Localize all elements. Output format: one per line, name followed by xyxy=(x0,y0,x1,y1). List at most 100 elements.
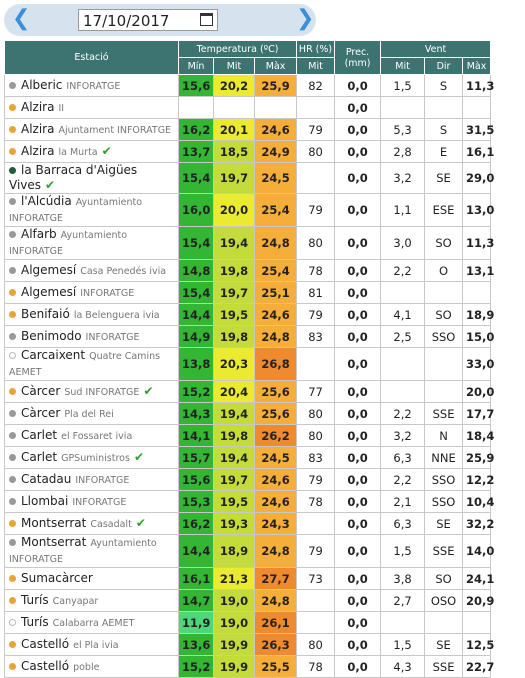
value-cell: 25,9 xyxy=(253,74,298,97)
station-name[interactable]: Alzira xyxy=(21,99,55,114)
station-name[interactable]: Càrcer xyxy=(21,383,61,398)
value-cell: 15,0 xyxy=(462,325,494,348)
value-cell: SSO xyxy=(424,490,464,513)
station-source: Calabarra AEMET xyxy=(52,617,135,629)
station-name[interactable]: Benimodo xyxy=(21,328,82,343)
value-cell: 13,7 xyxy=(178,140,214,163)
value-cell: 0,0 xyxy=(334,490,382,513)
station-row: Turís Canyapar 14,7 19,0 24,8 0,0 2,7 OSO 20,9 xyxy=(4,589,494,612)
station-source: la Murta xyxy=(58,146,98,158)
header: Vent xyxy=(380,40,492,58)
date-input[interactable]: 17/10/2017 xyxy=(78,9,218,31)
value-cell: OSO xyxy=(424,589,464,612)
value-cell: 0,0 xyxy=(334,534,382,568)
value-cell: NNE xyxy=(424,446,464,469)
value-cell: 19,9 xyxy=(213,655,255,678)
value-cell: 18,4 xyxy=(462,424,494,447)
value-cell: 33,0 xyxy=(462,347,494,381)
value-cell: 80 xyxy=(296,226,336,260)
value-cell xyxy=(296,512,336,535)
value-cell xyxy=(296,162,336,194)
value-cell xyxy=(253,96,298,119)
station-name[interactable]: Alzira xyxy=(21,143,55,158)
station-row: Carcaixent Quatre Camins AEMET 13,8 20,3 26,… xyxy=(4,347,494,381)
station-cell: Alberic INFORATGE xyxy=(4,74,179,97)
value-cell: 19,0 xyxy=(213,589,255,612)
station-name[interactable]: Alzira xyxy=(21,121,55,136)
station-name[interactable]: Castelló xyxy=(21,636,70,651)
value-cell: 19,9 xyxy=(213,633,255,656)
value-cell: 0,0 xyxy=(334,74,382,97)
value-cell: 31,5 xyxy=(462,118,494,141)
value-cell: 18,5 xyxy=(213,140,255,163)
value-cell: 20,4 xyxy=(213,380,255,403)
header: HR (%) xyxy=(296,40,336,58)
station-name[interactable]: Carcaixent xyxy=(21,348,86,362)
subheader: Dir xyxy=(424,57,464,75)
station-name[interactable]: Benifaió xyxy=(21,306,70,321)
status-dot xyxy=(9,332,16,340)
station-source: la Belenguera ivia xyxy=(73,309,160,321)
station-name[interactable]: Algemesí xyxy=(21,262,77,277)
station-name[interactable]: Carlet xyxy=(21,449,58,464)
value-cell: 0,0 xyxy=(334,446,382,469)
value-cell: SSE xyxy=(424,402,464,425)
station-name[interactable]: l'Alcúdia xyxy=(21,194,72,208)
header: Prec. (mm) xyxy=(334,40,382,75)
value-cell: 32,2 xyxy=(462,512,494,535)
station-name[interactable]: Montserrat xyxy=(21,535,87,549)
value-cell: 25,5 xyxy=(253,655,298,678)
value-cell: 24,1 xyxy=(462,567,494,590)
station-name[interactable]: Sumacàrcer xyxy=(21,571,93,585)
value-cell: 0,0 xyxy=(334,468,382,491)
station-name[interactable]: Turís xyxy=(21,614,49,629)
value-cell: 83 xyxy=(296,325,336,348)
value-cell: E xyxy=(424,140,464,163)
value-cell: 19,8 xyxy=(213,325,255,348)
value-cell: 25,4 xyxy=(253,193,298,227)
station-cell: Alzira Ajuntament INFORATGE xyxy=(4,118,179,141)
value-cell: 2,2 xyxy=(380,259,426,282)
station-row: Algemesí Casa Penedés ivia 14,8 19,8 25,4 78 0… xyxy=(4,259,494,282)
station-name[interactable]: Montserrat xyxy=(21,515,87,530)
value-cell xyxy=(462,281,492,304)
station-name[interactable]: Alfarb xyxy=(21,227,57,241)
subheader: Mín xyxy=(178,57,214,75)
value-cell: 19,5 xyxy=(213,303,255,326)
status-dot xyxy=(9,618,16,626)
verified-check: ✔ xyxy=(135,515,146,530)
status-dot xyxy=(9,310,16,318)
value-cell: 20,0 xyxy=(213,193,255,227)
station-name[interactable]: Alberic xyxy=(21,77,63,92)
station-cell: Llombai INFORATGE xyxy=(4,490,179,513)
subheader: Mit xyxy=(296,57,336,75)
station-name[interactable]: Algemesí xyxy=(21,284,77,299)
value-cell: 24,8 xyxy=(253,534,298,568)
value-cell: 24,5 xyxy=(253,162,298,194)
station-source: Ayuntamiento INFORATGE xyxy=(9,230,128,257)
station-name[interactable]: Carlet xyxy=(21,427,58,442)
value-cell: 83 xyxy=(296,446,336,469)
value-cell: 16,1 xyxy=(462,140,494,163)
value-cell xyxy=(380,611,426,634)
value-cell: 3,2 xyxy=(380,424,426,447)
prev-day[interactable]: ❮ xyxy=(12,6,31,31)
station-cell: Carlet GPSuministros ✔ xyxy=(4,446,179,469)
value-cell: 15,7 xyxy=(178,446,214,469)
value-cell: 78 xyxy=(296,490,336,513)
next-day[interactable]: ❯ xyxy=(296,6,315,31)
value-cell: 24,6 xyxy=(253,490,298,513)
status-dot xyxy=(9,575,16,582)
station-name[interactable]: la Barraca d'Aigües Vives xyxy=(9,163,138,192)
station-name[interactable]: Turís xyxy=(21,592,49,607)
value-cell: SO xyxy=(424,226,464,260)
value-cell: 1,1 xyxy=(380,193,426,227)
station-name[interactable]: Llombai xyxy=(21,493,69,508)
station-name[interactable]: Castelló xyxy=(21,658,70,673)
value-cell: 15,4 xyxy=(178,226,214,260)
value-cell: 6,3 xyxy=(380,446,426,469)
station-name[interactable]: Càrcer xyxy=(21,405,61,420)
station-name[interactable]: Catadau xyxy=(21,471,72,486)
calendar-icon[interactable] xyxy=(200,13,213,26)
station-cell: la Barraca d'Aigües Vives ✔ xyxy=(4,162,179,194)
